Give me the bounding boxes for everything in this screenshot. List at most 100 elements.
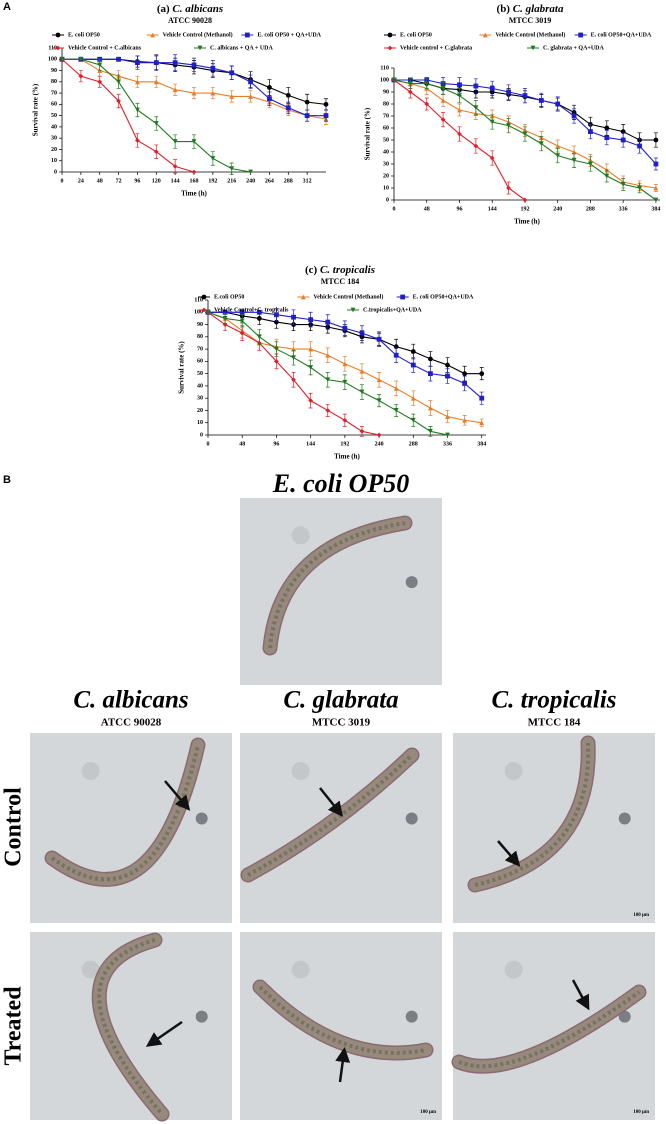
y-tick-label: 40 (197, 383, 203, 389)
marker (135, 107, 140, 113)
column-strain: MTCC 3019 (312, 717, 371, 729)
legend-marker (350, 307, 356, 313)
y-tick-label: 80 (383, 101, 389, 107)
legend-marker (387, 45, 393, 51)
debris (291, 960, 310, 979)
marker (428, 428, 433, 434)
scale-bar-label: 100 µm (420, 1110, 437, 1115)
micrograph-background (30, 932, 232, 1120)
y-tick-label: 90 (197, 322, 203, 328)
x-tick-label: 384 (477, 441, 486, 447)
marker (359, 428, 365, 434)
marker (256, 316, 262, 321)
column-strain: ATCC 90028 (101, 717, 162, 729)
legend-label: C. albicans + QA + UDA (210, 45, 274, 51)
chart-title: (a) C. albicans (157, 3, 223, 15)
worm-texture (247, 753, 414, 877)
worm-texture (258, 985, 427, 1055)
y-tick-label: 30 (383, 161, 389, 167)
marker (428, 405, 433, 411)
marker (229, 166, 235, 172)
x-tick-label: 192 (208, 178, 217, 184)
marker (410, 395, 416, 401)
legend-marker (400, 294, 406, 300)
marker (291, 355, 296, 361)
worm-body (93, 934, 168, 1120)
marker (522, 131, 528, 137)
y-axis-label: Survival rate (%) (32, 83, 40, 136)
marker (210, 90, 216, 96)
y-tick-label: 40 (51, 124, 57, 130)
y-tick-label: 50 (197, 371, 203, 377)
y-tick-label: 0 (200, 432, 203, 438)
micrograph-background (453, 733, 655, 923)
marker (410, 417, 416, 423)
marker (222, 309, 228, 315)
marker (291, 314, 296, 320)
marker (440, 117, 446, 122)
marker (153, 121, 159, 126)
row-label: Treated (1, 986, 27, 1066)
marker (457, 107, 462, 113)
marker (522, 197, 528, 203)
marker (393, 352, 399, 358)
marker (359, 368, 365, 374)
x-tick-label: 144 (488, 206, 497, 212)
y-tick-label: 100 (48, 57, 57, 63)
marker (653, 197, 659, 203)
y-tick-label: 100 (194, 310, 203, 316)
y-tick-label: 100 (380, 77, 389, 83)
legend-label: Vehicle Control (Methanol) (163, 31, 233, 38)
marker (538, 98, 544, 103)
row-label: Control (1, 787, 27, 867)
y-tick-label: 70 (383, 113, 389, 119)
x-tick-label: 288 (409, 441, 418, 447)
legend-marker (530, 45, 536, 51)
marker (308, 317, 314, 323)
marker (239, 330, 245, 336)
marker (359, 389, 365, 395)
chart-subtitle: MTCC 3019 (509, 16, 551, 25)
marker (424, 81, 430, 86)
micrograph: 100 µm (453, 733, 655, 923)
marker (210, 156, 216, 161)
marker (555, 101, 561, 107)
y-tick-label: 10 (51, 158, 57, 164)
chart-title-species: C. glabrata (513, 3, 564, 15)
marker (407, 81, 413, 86)
debris (504, 960, 523, 979)
x-tick-label: 192 (340, 441, 349, 447)
arrow (164, 780, 191, 811)
marker (489, 155, 495, 161)
marker (359, 330, 365, 336)
legend-label: C. glabrata + QA+UDA (543, 45, 605, 51)
marker (555, 153, 561, 158)
x-tick-label: 72 (116, 178, 122, 184)
marker (291, 377, 296, 383)
panel-label: B (3, 474, 11, 486)
marker (393, 385, 399, 391)
x-tick-label: 48 (239, 441, 245, 447)
x-tick-label: 312 (303, 178, 312, 184)
marker (604, 125, 610, 131)
marker (428, 371, 433, 377)
marker (116, 79, 121, 85)
legend-label: E. coli OP50+QA+UDA (413, 294, 474, 300)
marker (555, 143, 561, 149)
chart-title: (b) C. glabrata (497, 3, 564, 15)
marker (285, 92, 291, 98)
marker (323, 101, 329, 107)
marker (376, 432, 382, 438)
worm-texture (50, 744, 200, 882)
marker (457, 131, 462, 137)
x-tick-label: 384 (651, 206, 660, 212)
marker (285, 105, 291, 111)
y-tick-label: 90 (51, 68, 57, 74)
debris (405, 1010, 418, 1023)
marker (59, 56, 65, 62)
marker (191, 90, 197, 96)
y-tick-label: 110 (380, 65, 389, 71)
x-tick-label: 192 (520, 206, 529, 212)
marker (506, 89, 511, 95)
